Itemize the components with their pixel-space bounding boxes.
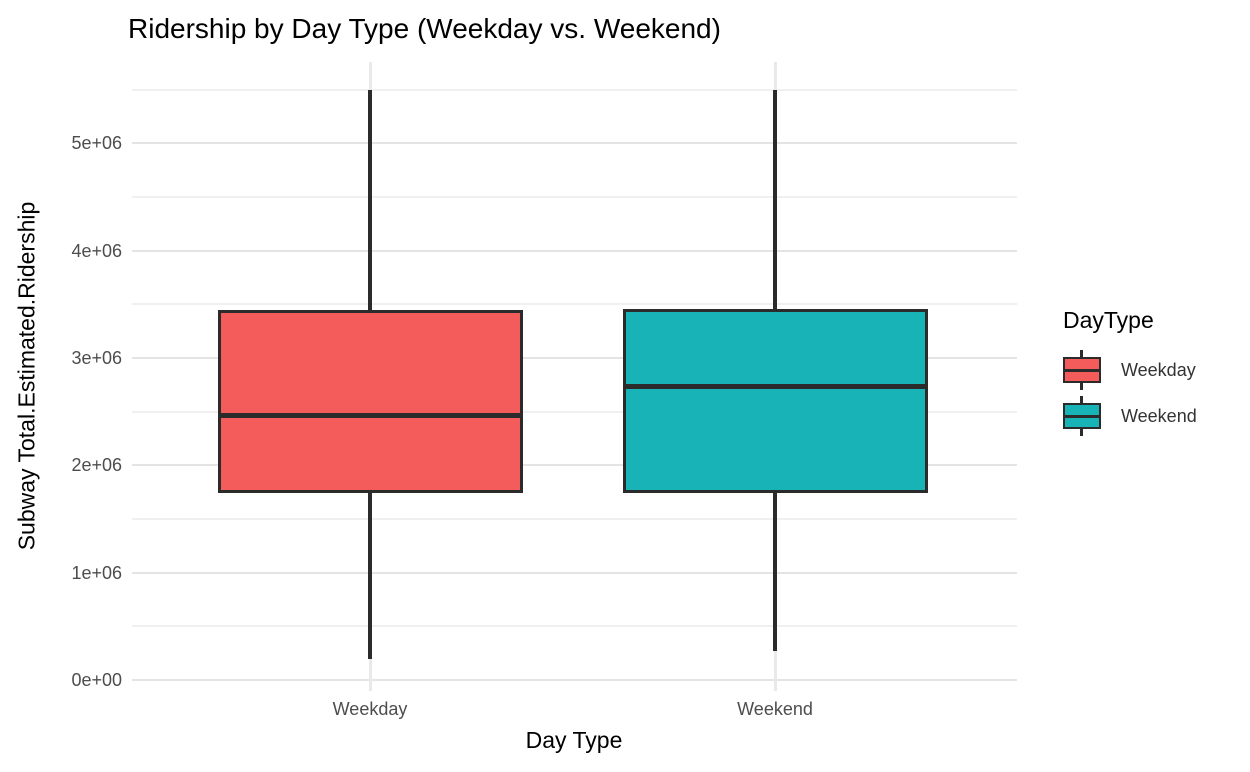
boxplot-key-icon-weekend bbox=[1063, 396, 1101, 436]
gridline-minor bbox=[132, 517, 1017, 520]
gridline-minor bbox=[132, 88, 1017, 91]
y-tick-label: 1e+06 bbox=[71, 562, 122, 583]
legend-label-weekend: Weekend bbox=[1121, 405, 1197, 426]
legend-entry-weekend: Weekend bbox=[1063, 396, 1197, 436]
gridline-minor bbox=[132, 625, 1017, 628]
key-median-line bbox=[1063, 414, 1101, 418]
box-weekday bbox=[217, 309, 523, 494]
y-tick-label: 0e+00 bbox=[71, 670, 122, 690]
gridline-major bbox=[132, 142, 1017, 145]
gridline-major bbox=[132, 249, 1017, 252]
legend: DayType Weekday Weekend bbox=[1063, 306, 1197, 442]
legend-label-weekday: Weekday bbox=[1121, 359, 1196, 380]
median-weekday bbox=[217, 413, 523, 419]
key-median-line bbox=[1063, 368, 1101, 372]
y-tick-label: 3e+06 bbox=[71, 347, 122, 368]
y-tick-label: 5e+06 bbox=[71, 133, 122, 154]
gridline-minor bbox=[132, 303, 1017, 306]
whisker-upper-weekend bbox=[773, 89, 777, 309]
median-weekend bbox=[622, 384, 928, 390]
gridline-major bbox=[132, 679, 1017, 681]
whisker-lower-weekend bbox=[773, 493, 777, 651]
x-tick-label-weekend: Weekend bbox=[737, 699, 813, 719]
whisker-upper-weekday bbox=[368, 89, 372, 310]
gridline-minor bbox=[132, 410, 1017, 413]
y-tick-label: 2e+06 bbox=[71, 455, 122, 476]
gridline-major bbox=[132, 571, 1017, 574]
x-tick-label-weekday: Weekday bbox=[332, 699, 408, 719]
chart-title: Ridership by Day Type (Weekday vs. Weeke… bbox=[128, 13, 721, 44]
gridline-major bbox=[132, 464, 1017, 467]
whisker-lower-weekday bbox=[368, 493, 372, 659]
box-weekend bbox=[622, 308, 928, 494]
boxplot-key-icon-weekday bbox=[1063, 350, 1101, 390]
plot-panel bbox=[132, 62, 1017, 691]
gridline-minor bbox=[132, 195, 1017, 198]
legend-entry-weekday: Weekday bbox=[1063, 350, 1197, 390]
gridline-major bbox=[132, 356, 1017, 359]
x-axis-title: Day Type bbox=[525, 727, 623, 753]
y-tick-label: 4e+06 bbox=[71, 240, 122, 261]
legend-title: DayType bbox=[1063, 307, 1154, 333]
